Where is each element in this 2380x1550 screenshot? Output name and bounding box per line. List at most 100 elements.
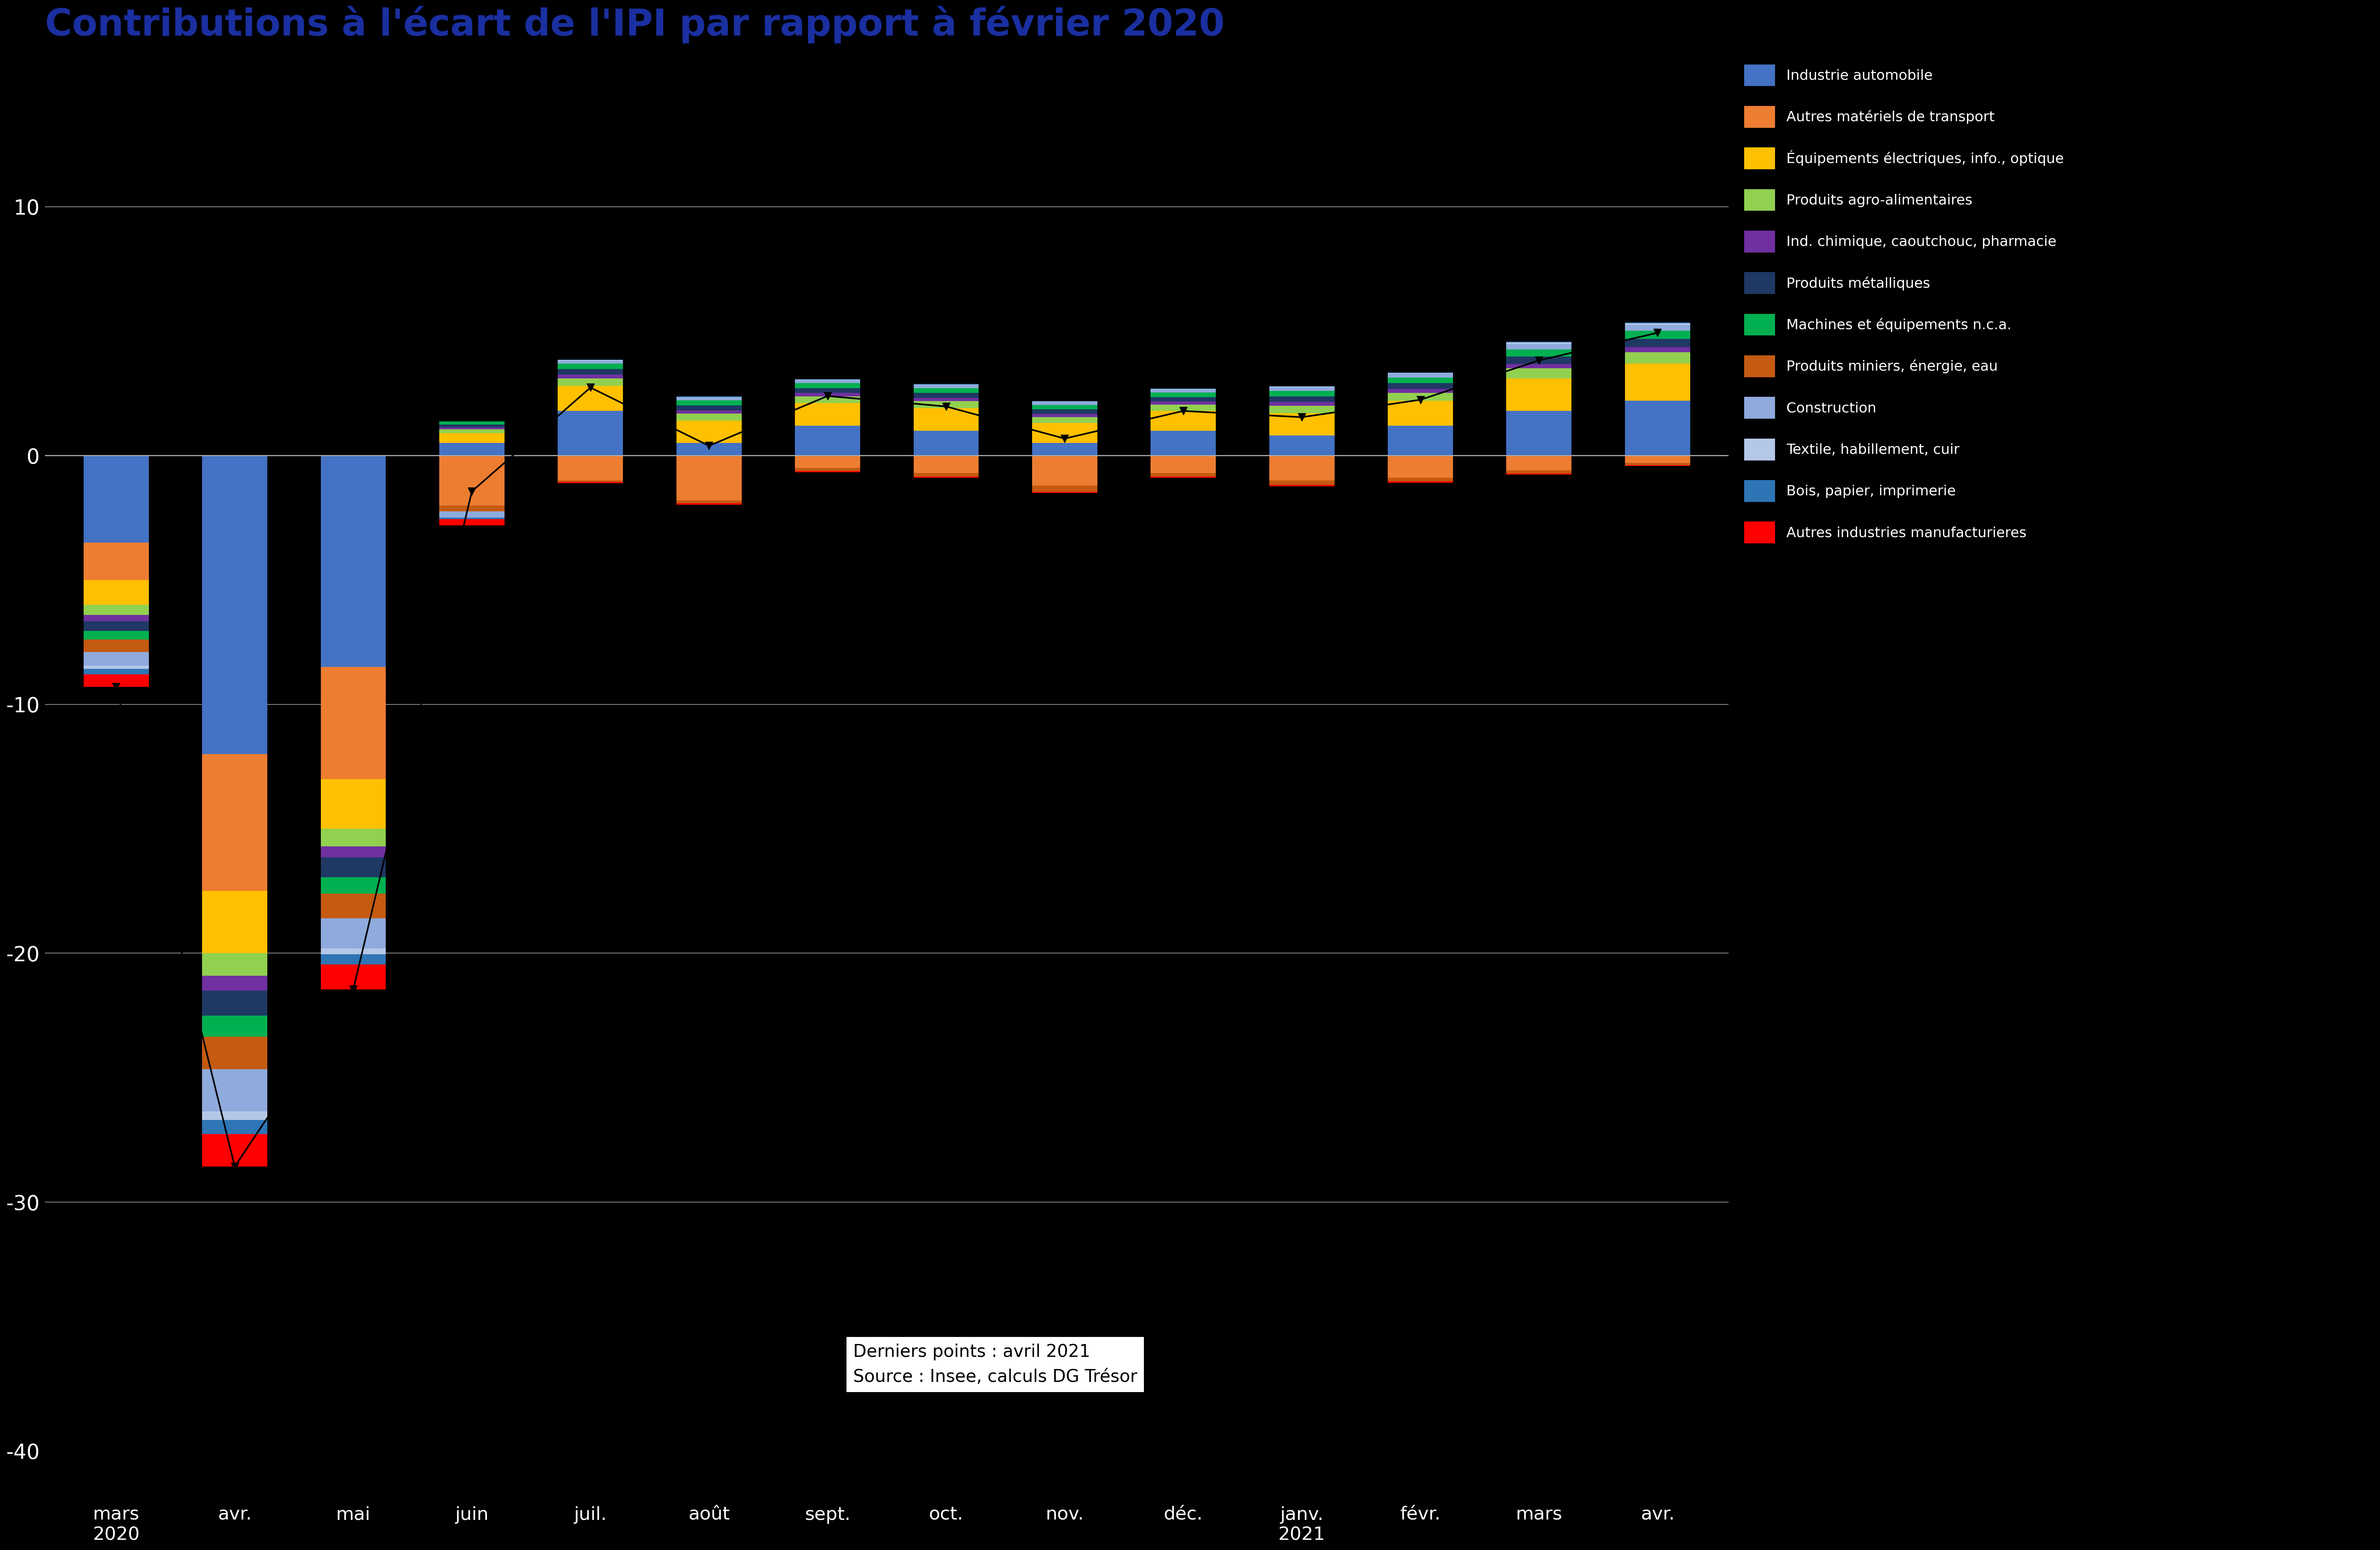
Bar bbox=[795, 394, 859, 397]
Bar bbox=[1507, 456, 1571, 471]
Bar bbox=[1388, 374, 1454, 378]
Bar bbox=[1507, 378, 1571, 411]
Bar bbox=[1626, 330, 1690, 339]
Bar bbox=[1150, 397, 1216, 401]
Bar bbox=[83, 542, 150, 580]
Bar bbox=[83, 653, 150, 666]
Bar bbox=[557, 378, 624, 386]
Bar bbox=[321, 949, 386, 955]
Bar bbox=[440, 422, 505, 425]
Bar bbox=[440, 425, 505, 428]
Bar bbox=[202, 990, 267, 1015]
Bar bbox=[557, 411, 624, 456]
Bar bbox=[914, 388, 978, 394]
Bar bbox=[1150, 411, 1216, 431]
Bar bbox=[321, 877, 386, 893]
Bar bbox=[1150, 473, 1216, 476]
Bar bbox=[1269, 397, 1335, 401]
Bar bbox=[83, 631, 150, 640]
Bar bbox=[1626, 363, 1690, 401]
Bar bbox=[440, 456, 505, 505]
Bar bbox=[83, 670, 150, 674]
Bar bbox=[795, 383, 859, 388]
Bar bbox=[676, 406, 743, 411]
Bar bbox=[1507, 471, 1571, 473]
Bar bbox=[1269, 436, 1335, 456]
Bar bbox=[1626, 326, 1690, 330]
Bar bbox=[795, 380, 859, 383]
Bar bbox=[1507, 364, 1571, 369]
Bar bbox=[1507, 349, 1571, 356]
Bar bbox=[440, 512, 505, 518]
Bar bbox=[1150, 389, 1216, 392]
Bar bbox=[83, 674, 150, 687]
Bar bbox=[795, 456, 859, 468]
Bar bbox=[1388, 401, 1454, 426]
Legend: Industrie automobile, Autres matériels de transport, Équipements électriques, in: Industrie automobile, Autres matériels d… bbox=[1745, 65, 2063, 544]
Bar bbox=[914, 384, 978, 388]
Bar bbox=[557, 456, 624, 480]
Bar bbox=[1269, 456, 1335, 480]
Bar bbox=[914, 431, 978, 456]
Bar bbox=[1626, 347, 1690, 352]
Bar bbox=[440, 429, 505, 432]
Bar bbox=[202, 1135, 267, 1167]
Bar bbox=[676, 443, 743, 456]
Bar bbox=[1507, 369, 1571, 378]
Bar bbox=[202, 1015, 267, 1037]
Bar bbox=[1033, 485, 1097, 491]
Bar bbox=[83, 622, 150, 631]
Bar bbox=[914, 408, 978, 431]
Bar bbox=[83, 640, 150, 653]
Bar bbox=[1150, 405, 1216, 411]
Bar bbox=[83, 615, 150, 622]
Bar bbox=[202, 1037, 267, 1069]
Bar bbox=[1033, 417, 1097, 423]
Bar bbox=[1626, 456, 1690, 463]
Bar bbox=[1626, 352, 1690, 363]
Bar bbox=[1033, 401, 1097, 405]
Bar bbox=[1033, 443, 1097, 456]
Bar bbox=[1507, 344, 1571, 349]
Bar bbox=[1269, 480, 1335, 485]
Bar bbox=[676, 400, 743, 406]
Bar bbox=[1388, 392, 1454, 401]
Bar bbox=[1626, 463, 1690, 465]
Bar bbox=[1269, 414, 1335, 436]
Bar bbox=[1388, 426, 1454, 456]
Bar bbox=[1626, 401, 1690, 456]
Bar bbox=[202, 755, 267, 891]
Text: Contributions à l'écart de l'IPI par rapport à février 2020: Contributions à l'écart de l'IPI par rap… bbox=[45, 6, 1226, 43]
Bar bbox=[321, 456, 386, 666]
Bar bbox=[440, 428, 505, 429]
Bar bbox=[202, 891, 267, 953]
Bar bbox=[202, 1070, 267, 1111]
Bar bbox=[1388, 477, 1454, 482]
Bar bbox=[1388, 456, 1454, 477]
Bar bbox=[914, 394, 978, 398]
Bar bbox=[676, 420, 743, 443]
Bar bbox=[914, 398, 978, 401]
Bar bbox=[1626, 339, 1690, 347]
Bar bbox=[440, 519, 505, 525]
Bar bbox=[202, 975, 267, 990]
Bar bbox=[676, 414, 743, 420]
Bar bbox=[795, 426, 859, 456]
Bar bbox=[676, 411, 743, 414]
Bar bbox=[440, 505, 505, 512]
Bar bbox=[795, 468, 859, 471]
Bar bbox=[321, 846, 386, 857]
Bar bbox=[557, 364, 624, 369]
Bar bbox=[795, 403, 859, 426]
Bar bbox=[676, 501, 743, 504]
Bar bbox=[1388, 378, 1454, 383]
Bar bbox=[914, 456, 978, 473]
Bar bbox=[202, 953, 267, 975]
Bar bbox=[1269, 401, 1335, 406]
Bar bbox=[1388, 389, 1454, 392]
Bar bbox=[1033, 409, 1097, 414]
Bar bbox=[1150, 392, 1216, 397]
Bar bbox=[83, 456, 150, 542]
Bar bbox=[83, 604, 150, 615]
Bar bbox=[1269, 406, 1335, 414]
